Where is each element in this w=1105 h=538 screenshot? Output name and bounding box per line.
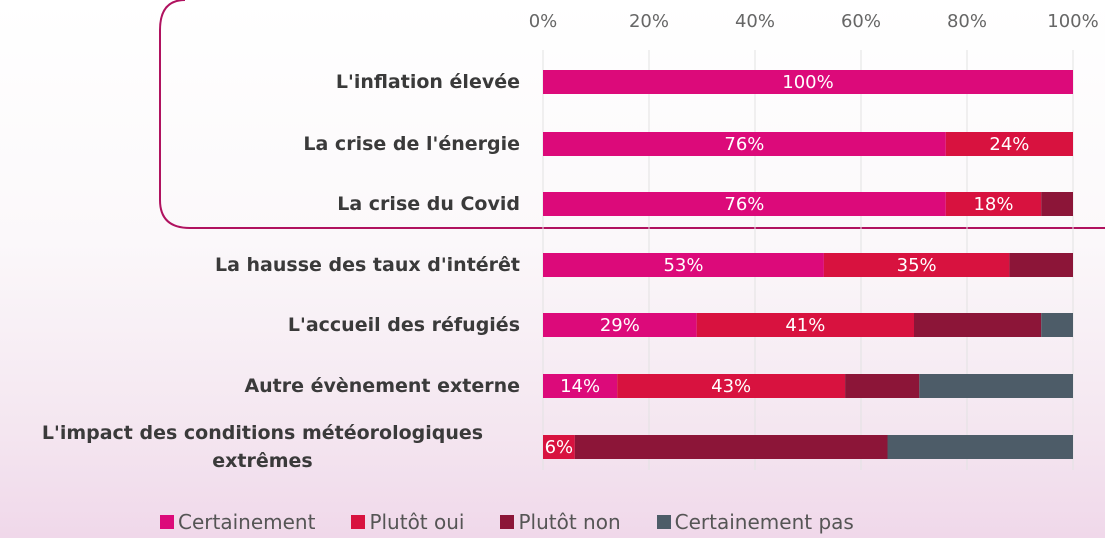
legend-label: Plutôt oui [369,510,465,534]
x-tick-label: 100% [1047,11,1098,32]
value-label: 76% [724,194,764,215]
bar-segment [919,374,1073,398]
bar-segment [543,313,697,337]
category-label: L'impact des conditions météorologiques … [41,422,484,472]
value-label: 41% [785,315,825,336]
x-tick-label: 60% [841,11,881,32]
bar-segment [543,435,575,459]
legend-swatch [500,515,515,529]
legend-item: Plutôt oui [351,510,464,534]
x-tick-label: 20% [629,11,669,32]
bar-segment [1041,192,1073,216]
legend-item: Plutôt non [500,510,621,534]
bar-segment [543,192,946,216]
bar-segment [1041,313,1073,337]
value-label: 18% [973,194,1013,215]
legend-label: Certainement pas [674,510,854,534]
legend-item: Certainement [160,510,315,534]
bar-segment [574,435,888,459]
value-label: 100% [782,72,833,93]
bar-segment [617,374,846,398]
x-tick-label: 0% [529,11,558,32]
value-label: 76% [724,134,764,155]
category-label: Autre évènement externe [244,375,520,397]
x-tick-label: 80% [947,11,987,32]
category-label: La crise de l'énergie [303,133,520,155]
category-label: L'accueil des réfugiés [287,314,520,336]
category-label: La crise du Covid [337,193,520,215]
value-label: 14% [560,376,600,397]
value-label: 35% [897,255,937,276]
legend-swatch [160,515,174,529]
bar-segment [945,132,1073,156]
legend-label: Plutôt non [518,510,621,534]
legend: Certainement Plutôt oui Plutôt non Certaine… [160,510,854,534]
bar-segment [543,132,946,156]
value-label: 53% [663,255,703,276]
legend-item: Certainement pas [656,510,854,534]
category-label: L'inflation élevée [335,71,520,93]
value-label: 24% [989,134,1029,155]
value-label: 6% [545,437,574,458]
bar-segment [696,313,914,337]
bar-segment [543,70,1073,94]
bar-segment [845,374,920,398]
bar-segment [543,374,618,398]
highlight-frame [159,0,1105,229]
legend-label: Certainement [178,510,316,534]
category-label: La hausse des taux d'intérêt [214,254,520,276]
bar-segment [543,253,824,277]
bar-segment [1009,253,1073,277]
value-label: 29% [600,315,640,336]
legend-swatch [656,515,671,529]
legend-swatch [351,515,366,529]
bar-segment [945,192,1042,216]
bar-segment [823,253,1010,277]
bar-segment [914,313,1042,337]
bar-segment [887,435,1073,459]
value-label: 43% [711,376,751,397]
x-tick-label: 40% [735,11,775,32]
